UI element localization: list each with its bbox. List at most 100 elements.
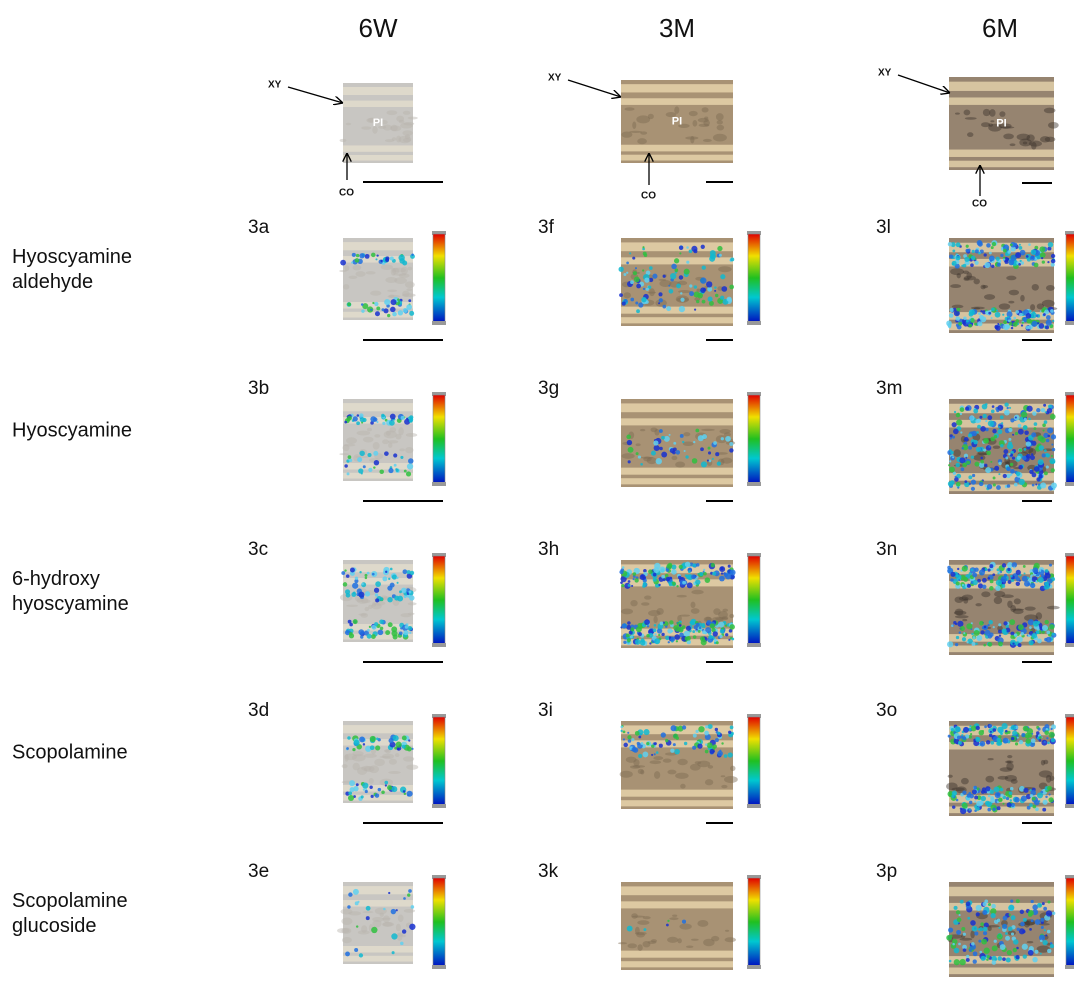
signal-spot (371, 795, 374, 798)
signal-spot (398, 310, 403, 315)
tissue-texture (636, 932, 645, 937)
signal-spot (674, 258, 679, 263)
signal-spot (656, 458, 662, 464)
signal-spot (365, 254, 370, 259)
signal-spot (345, 951, 350, 956)
signal-spot (363, 465, 366, 468)
signal-spot (361, 303, 364, 306)
signal-spot (408, 299, 411, 302)
signal-spot (997, 738, 1001, 742)
signal-spot (651, 744, 654, 747)
pi-label: PI (996, 117, 1006, 129)
tissue-texture (1032, 284, 1039, 291)
colorbar (748, 234, 760, 322)
signal-spot (353, 889, 359, 895)
signal-spot (656, 751, 659, 754)
tissue-texture (1020, 295, 1025, 302)
tissue-texture (1007, 755, 1012, 758)
signal-spot (1003, 474, 1007, 478)
tissue-texture (702, 107, 709, 112)
signal-spot (992, 728, 996, 732)
signal-spot (1033, 427, 1036, 430)
signal-spot (678, 576, 681, 579)
tissue-texture (967, 132, 973, 137)
signal-spot (980, 741, 986, 747)
signal-spot (679, 306, 685, 312)
signal-spot (993, 483, 996, 486)
signal-spot (1040, 482, 1046, 488)
tissue-texture (365, 607, 370, 611)
tissue-texture (680, 784, 685, 789)
signal-spot (1028, 910, 1034, 916)
signal-spot (986, 958, 989, 961)
signal-spot (966, 641, 968, 643)
signal-spot (1052, 448, 1055, 451)
signal-spot (1051, 434, 1056, 439)
signal-spot (359, 253, 364, 258)
signal-spot (980, 310, 982, 312)
signal-spot (972, 474, 975, 477)
signal-spot (981, 956, 986, 961)
signal-spot (1031, 321, 1037, 327)
signal-spot (391, 786, 397, 792)
signal-spot (701, 461, 707, 467)
signal-spot (653, 628, 657, 632)
tissue-texture (716, 113, 724, 120)
signal-spot (346, 574, 350, 578)
tissue-texture (955, 615, 969, 618)
tissue-texture (692, 120, 697, 127)
signal-spot (966, 623, 972, 629)
signal-spot (1009, 791, 1013, 795)
signal-spot (989, 252, 992, 255)
tissue-texture (961, 778, 969, 785)
signal-spot (962, 803, 968, 809)
tissue-texture (372, 920, 381, 928)
signal-spot (1032, 411, 1036, 415)
signal-spot (366, 906, 371, 911)
co-label: CO (641, 191, 656, 202)
signal-spot (385, 630, 390, 635)
tissue-texture (627, 943, 636, 948)
signal-spot (1015, 742, 1018, 745)
signal-spot (374, 622, 378, 626)
signal-spot (654, 742, 657, 745)
signal-spot (1046, 466, 1049, 469)
signal-spot (389, 738, 394, 743)
signal-spot (1051, 254, 1055, 258)
signal-spot (372, 573, 375, 576)
signal-spot (990, 461, 992, 463)
signal-spot (1047, 261, 1049, 263)
signal-spot (1046, 630, 1050, 634)
signal-spot (1006, 258, 1009, 261)
tissue-texture (1006, 276, 1016, 281)
signal-spot (1006, 797, 1009, 800)
signal-spot (1047, 427, 1053, 433)
signal-spot (998, 927, 1000, 929)
signal-spot (958, 322, 962, 326)
signal-spot (982, 730, 984, 732)
tissue-texture (653, 756, 663, 760)
tissue-texture (675, 773, 689, 779)
signal-spot (1027, 577, 1029, 579)
signal-spot (397, 582, 399, 584)
signal-spot (715, 728, 718, 731)
signal-spot (631, 585, 633, 587)
tissue-texture (711, 936, 719, 942)
signal-spot (627, 638, 631, 642)
signal-spot (969, 808, 971, 810)
signal-spot (694, 285, 697, 288)
signal-spot (949, 467, 955, 473)
tissue-band (949, 887, 1054, 897)
tissue-texture (388, 443, 392, 448)
tissue-band (621, 901, 733, 908)
signal-spot (963, 933, 966, 936)
signal-spot (1044, 471, 1048, 475)
signal-spot (976, 726, 980, 730)
signal-spot (634, 277, 640, 283)
colorbar (1066, 556, 1074, 644)
signal-spot (988, 420, 994, 426)
tissue-texture (677, 759, 687, 766)
signal-spot (1040, 252, 1046, 258)
tissue-band (621, 155, 733, 161)
panel-label: 3d (248, 700, 269, 721)
